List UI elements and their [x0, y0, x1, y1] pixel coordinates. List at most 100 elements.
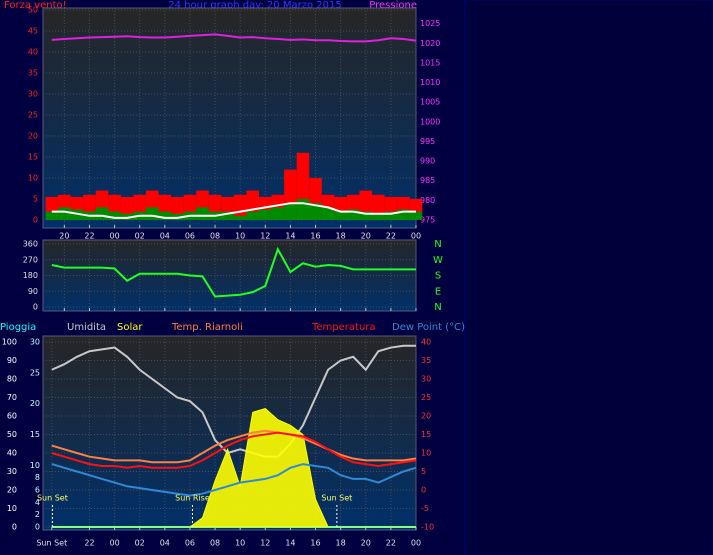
bar [372, 213, 385, 220]
y-tick-label: 15 [28, 153, 38, 162]
y-tick-label: 35 [28, 69, 38, 78]
bar [284, 203, 297, 220]
y-tick-label: 25 [28, 111, 38, 120]
x-tick-label: 20 [361, 539, 371, 548]
bar [346, 209, 360, 220]
y2-tick-label: 40 [421, 338, 431, 347]
y-axis-label: Forza vento! [4, 0, 67, 11]
y-tick-label: 40 [28, 48, 38, 57]
x-tick-label: 18 [336, 539, 346, 548]
y3-tick-label: 25 [30, 368, 40, 377]
x-tick-label: 18 [336, 232, 346, 241]
y-tick-label: 100 [2, 338, 17, 347]
bar [196, 207, 209, 220]
legend-label: Solar [117, 322, 143, 333]
annotation: Sun Set [37, 494, 68, 503]
y-tick-label: 20 [7, 486, 17, 495]
bar [397, 209, 410, 220]
annotation: Sun Rise [175, 494, 210, 503]
bar [359, 211, 373, 220]
y2-tick-label: 980 [420, 196, 435, 205]
y2-tick-label: W [433, 255, 443, 266]
y-tick-label: 10 [7, 504, 17, 513]
x-tick-label: 04 [160, 539, 170, 548]
bar [409, 211, 423, 220]
x-tick-label: 12 [260, 539, 270, 548]
y-tick-label: 180 [23, 271, 38, 280]
x-tick-label: 10 [235, 539, 245, 548]
x-tick-label: 08 [210, 539, 220, 548]
y2-tick-label: 1025 [420, 19, 440, 28]
bar [70, 209, 84, 220]
bar [221, 211, 234, 220]
bar [108, 211, 121, 220]
area [51, 408, 416, 528]
x-tick-label: 14 [285, 232, 295, 241]
bar [120, 213, 134, 220]
y-tick-label: 50 [28, 6, 38, 15]
y2-tick-label: 1010 [420, 78, 440, 87]
x-tick-label: 00 [411, 232, 421, 241]
y-tick-label: 0 [12, 523, 17, 532]
x-tick-label: 14 [285, 539, 295, 548]
y-tick-label: 0 [33, 303, 38, 312]
line [51, 463, 417, 497]
line [51, 431, 417, 469]
y-tick-label: 0 [33, 216, 38, 225]
bar [309, 203, 322, 220]
y-tick-label: 40 [7, 449, 17, 458]
x-tick-label: 16 [310, 232, 320, 241]
bar [233, 215, 247, 220]
y2-tick-label: 5 [421, 467, 426, 476]
y-tick-label: 50 [7, 430, 17, 439]
x-tick-label: 16 [310, 539, 320, 548]
x-tick-label: 00 [411, 539, 421, 548]
y3-tick-label: 15 [30, 430, 40, 439]
y-tick-label: 360 [23, 240, 38, 249]
x-tick-label: 00 [109, 232, 119, 241]
bar [58, 207, 71, 220]
y-tick-label: 30 [7, 467, 17, 476]
y3-tick-label: 6 [35, 486, 40, 495]
bar [321, 207, 335, 220]
y3-tick-label: 0 [35, 523, 40, 532]
y2-axis-label: Pressione [369, 0, 417, 11]
bar [158, 211, 172, 220]
legend-label: Pioggia [0, 322, 36, 333]
y2-tick-label: -5 [421, 504, 429, 513]
x-tick-label: 06 [185, 232, 195, 241]
x-tick-label: 22 [84, 539, 94, 548]
chart-title: 24 hour graph day: 20 Marzo 2015 [168, 0, 341, 11]
y2-tick-label: 20 [421, 412, 431, 421]
y2-tick-label: 25 [421, 393, 431, 402]
x-tick-label: 20 [361, 232, 371, 241]
x-tick-label: 22 [386, 539, 396, 548]
line [51, 202, 416, 219]
y2-tick-label: N [434, 239, 441, 250]
y2-tick-label: 10 [421, 449, 431, 458]
y2-tick-label: 995 [420, 137, 435, 146]
y3-tick-label: 10 [30, 461, 40, 470]
side-panel [464, 0, 713, 555]
x-tick-label: 12 [260, 232, 270, 241]
legend-label: Dew Point (°C) [392, 322, 465, 333]
y2-tick-label: 990 [420, 157, 435, 166]
bar [384, 211, 398, 220]
bar [271, 207, 285, 220]
legend-label: Temperatura [311, 322, 376, 333]
y3-tick-label: 4 [35, 498, 40, 507]
bar [145, 207, 159, 220]
y-tick-label: 70 [7, 393, 17, 402]
y2-tick-label: 985 [420, 176, 435, 185]
legend-label: Temp. Riarnoli [171, 322, 243, 333]
legend-label: Umidita [67, 322, 106, 333]
y-tick-label: 20 [28, 132, 38, 141]
x-tick-label: Sun Set [36, 539, 67, 548]
bar [95, 207, 109, 220]
y3-tick-label: 2 [35, 510, 40, 519]
line [51, 429, 417, 464]
x-tick-label: 04 [160, 232, 170, 241]
x-tick-label: 02 [135, 539, 145, 548]
